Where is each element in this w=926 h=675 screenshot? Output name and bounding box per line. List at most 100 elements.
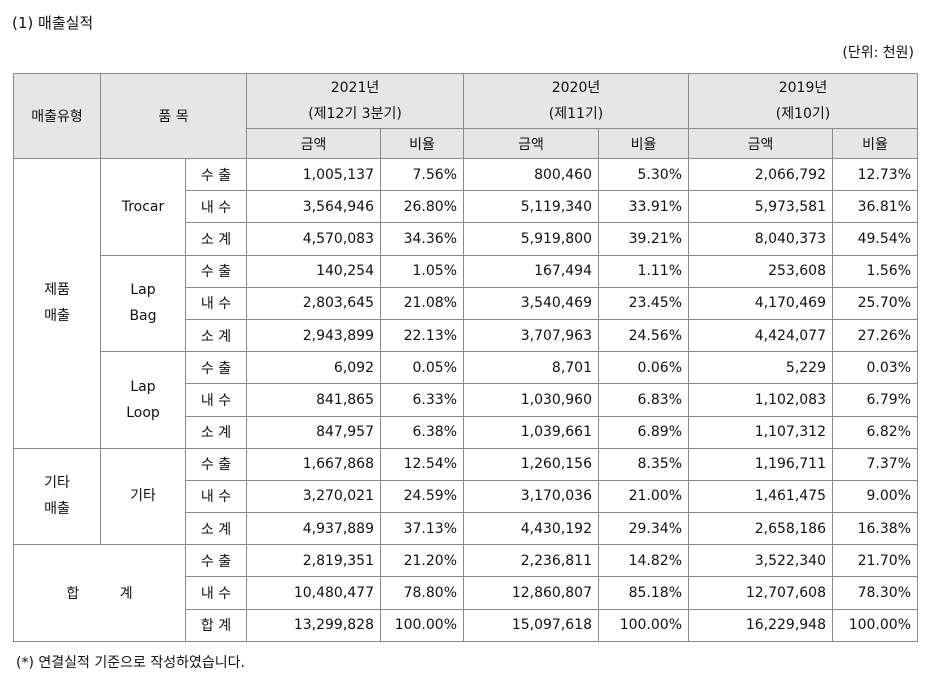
row-label: 소 계 (185, 318, 247, 353)
ratio: 29.34% (598, 512, 689, 546)
amount: 2,803,645 (246, 286, 381, 320)
amount: 15,097,618 (463, 608, 599, 642)
ratio: 39.21% (598, 222, 689, 256)
amount: 3,170,036 (463, 479, 599, 514)
ratio: 26.80% (380, 190, 464, 224)
amount-header: 금액 (688, 128, 833, 159)
row-label: 수 출 (185, 157, 247, 192)
sales-table: 매출유형 품 목 2021년 (제12기 3분기) 2020년 (제11기) 2019년… (13, 73, 918, 642)
year-header: 2020년 (제11기) (463, 73, 689, 129)
line: Lap (130, 378, 156, 395)
period: (제12기 3분기) (308, 106, 402, 122)
ratio: 5.30% (598, 157, 689, 192)
amount: 5,919,800 (463, 222, 599, 256)
row-label: 수 출 (185, 254, 247, 288)
amount: 6,092 (246, 351, 381, 385)
ratio: 21.70% (832, 544, 918, 578)
ratio: 6.89% (598, 415, 689, 449)
line: Lap (130, 282, 156, 299)
amount: 3,522,340 (688, 544, 833, 578)
ratio-header: 비율 (380, 128, 464, 159)
total-row: 합 계 13,299,828 100.00% 15,097,618 100.00% 16,… (14, 608, 918, 642)
footnote: (*) 연결실적 기준으로 작성하였습니다. (16, 655, 245, 671)
ratio: 12.54% (380, 447, 464, 481)
row-label: 수 출 (185, 447, 247, 481)
ratio: 27.26% (832, 318, 918, 353)
ratio: 6.83% (598, 383, 689, 417)
ratio: 1.05% (380, 254, 464, 288)
ratio: 78.80% (380, 576, 464, 610)
line: Bag (129, 308, 157, 325)
row: 내 수 841,865 6.33% 1,030,960 6.83% 1,102,083 6.… (14, 383, 918, 417)
item: 기타 (100, 447, 186, 546)
amount: 800,460 (463, 157, 599, 192)
amount: 16,229,948 (688, 608, 833, 642)
ratio: 14.82% (598, 544, 689, 578)
amount: 12,860,807 (463, 576, 599, 610)
amount-header: 금액 (246, 128, 381, 159)
amount: 1,461,475 (688, 479, 833, 514)
row-label: 내 수 (185, 383, 247, 417)
amount: 5,973,581 (688, 190, 833, 224)
row: Lap Bag 수 출 140,254 1.05% 167,494 1.11% 253,608… (14, 254, 918, 353)
row-label: 소 계 (185, 512, 247, 546)
amount: 167,494 (463, 254, 599, 288)
sales-type: 기타 매출 (13, 447, 101, 546)
line: 제품 (44, 282, 70, 299)
ratio: 21.20% (380, 544, 464, 578)
ratio: 6.33% (380, 383, 464, 417)
ratio: 6.82% (832, 415, 918, 449)
col-header: 매출유형 (13, 73, 101, 159)
period: (제11기) (548, 106, 604, 122)
row: 내 수 3,564,946 26.80% 5,119,340 33.91% 5,973,5… (14, 190, 918, 224)
amount: 1,102,083 (688, 383, 833, 417)
amount: 8,701 (463, 351, 599, 385)
row: 기타 매출 기타 수 출 1,667,868 12.54% 1,260,156 8.35% 1,… (13, 447, 918, 546)
amount: 4,937,889 (246, 512, 381, 546)
row: Lap Loop 수 출 6,092 0.05% 8,701 0.06% 5,229 0.03% (14, 351, 918, 449)
year-header: 2021년 (제12기 3분기) (246, 73, 464, 129)
amount: 2,658,186 (688, 512, 833, 546)
amount: 4,570,083 (246, 222, 381, 256)
row: 소 계 2,943,899 22.13% 3,707,963 24.56% 4,424,0… (14, 318, 918, 353)
ratio: 37.13% (380, 512, 464, 546)
title: (1) 매출실적 (12, 14, 94, 32)
row: 제품 매출 Trocar 수 출 1,005,137 7.56% 800,460 5.30% 2… (13, 157, 918, 449)
row-label: 수 출 (185, 351, 247, 385)
year-header: 2019년 (제10기) (688, 73, 918, 129)
year: 2020년 (551, 80, 601, 96)
row-label: 합 계 (185, 608, 247, 642)
line: 기타 (44, 475, 70, 492)
ratio: 9.00% (832, 479, 918, 514)
amount: 1,107,312 (688, 415, 833, 449)
amount: 841,865 (246, 383, 381, 417)
line: Loop (126, 404, 160, 421)
ratio: 34.36% (380, 222, 464, 256)
amount: 5,229 (688, 351, 833, 385)
ratio: 21.00% (598, 479, 689, 514)
amount: 3,270,021 (246, 479, 381, 514)
ratio-header: 비율 (832, 128, 918, 159)
row-label: 내 수 (185, 190, 247, 224)
amount: 4,170,469 (688, 286, 833, 320)
ratio: 36.81% (832, 190, 918, 224)
year: 2019년 (778, 80, 828, 96)
amount: 13,299,828 (246, 608, 381, 642)
amount-header: 금액 (463, 128, 599, 159)
ratio: 100.00% (380, 608, 464, 642)
amount: 12,707,608 (688, 576, 833, 610)
ratio: 25.70% (832, 286, 918, 320)
amount: 3,564,946 (246, 190, 381, 224)
ratio: 22.13% (380, 318, 464, 353)
amount: 1,039,661 (463, 415, 599, 449)
ratio: 7.37% (832, 447, 918, 481)
amount: 3,540,469 (463, 286, 599, 320)
item: Lap Bag (100, 254, 186, 353)
ratio: 6.38% (380, 415, 464, 449)
ratio: 1.11% (598, 254, 689, 288)
ratio: 8.35% (598, 447, 689, 481)
ratio: 24.56% (598, 318, 689, 353)
ratio: 0.03% (832, 351, 918, 385)
unit: (단위: 천원) (842, 45, 914, 61)
